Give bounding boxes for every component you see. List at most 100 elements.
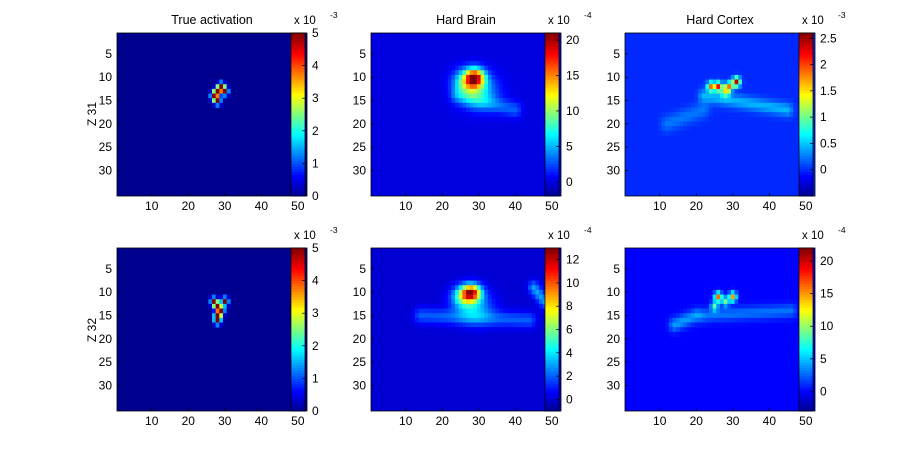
heatmap-cell bbox=[694, 93, 699, 99]
colorbar-segment bbox=[799, 291, 813, 295]
heatmap-cell bbox=[716, 303, 721, 309]
heatmap-cell bbox=[730, 79, 736, 85]
heatmap-cell bbox=[447, 285, 452, 291]
colorbar-segment bbox=[545, 119, 559, 124]
heatmap-cell bbox=[502, 84, 507, 90]
heatmap-cell bbox=[705, 308, 710, 314]
heatmap-cell bbox=[738, 308, 743, 314]
heatmap-cell bbox=[215, 294, 220, 300]
colorbar-segment bbox=[799, 305, 813, 309]
colorbar-segment bbox=[545, 141, 559, 145]
heatmap-cell bbox=[672, 121, 677, 127]
heatmap-cell bbox=[687, 308, 692, 314]
colorbar-segment bbox=[545, 152, 559, 156]
heatmap-cell bbox=[473, 60, 478, 66]
heatmap-cell bbox=[466, 275, 471, 281]
heatmap-cell bbox=[455, 299, 460, 305]
heatmap-cell bbox=[517, 303, 522, 309]
heatmap-cell bbox=[473, 107, 478, 113]
colorbar-tick-label: 0.5 bbox=[820, 136, 837, 150]
colorbar-exponent-power: -3 bbox=[330, 10, 338, 20]
heatmap-cell bbox=[484, 74, 489, 80]
row-label-z31: Z 31 bbox=[85, 102, 99, 126]
heatmap-cell bbox=[771, 98, 776, 104]
heatmap-cell bbox=[506, 317, 511, 323]
heatmap-cell bbox=[520, 107, 525, 113]
colorbar-segment bbox=[545, 46, 559, 50]
heatmap-cell bbox=[535, 317, 540, 323]
heatmap-cell bbox=[506, 74, 511, 80]
heatmap-cell bbox=[712, 294, 717, 300]
heatmap-cell bbox=[539, 289, 544, 295]
heatmap-cell bbox=[720, 88, 725, 94]
heatmap-cell bbox=[495, 331, 500, 337]
heatmap-cell bbox=[502, 289, 507, 295]
heatmap-cell bbox=[528, 308, 533, 314]
colorbar-segment bbox=[291, 364, 305, 368]
heatmap-cell bbox=[513, 107, 518, 113]
heatmap-cell bbox=[778, 112, 783, 118]
colorbar-segment bbox=[799, 141, 813, 145]
heatmap-cell bbox=[433, 299, 438, 305]
heatmap-cell bbox=[701, 84, 706, 90]
colorbar-segment bbox=[799, 166, 813, 170]
heatmap-cell bbox=[484, 60, 489, 66]
heatmap-cell bbox=[767, 107, 772, 113]
heatmap-cell bbox=[455, 74, 460, 80]
colorbar-tick-label: 3 bbox=[312, 306, 319, 320]
colorbar-tick-label: 5 bbox=[312, 26, 319, 40]
colorbar-segment bbox=[291, 370, 305, 374]
heatmap-cell bbox=[473, 84, 478, 90]
heatmap-cell bbox=[222, 88, 228, 94]
x-tick-label: 40 bbox=[763, 414, 777, 428]
heatmap-cell bbox=[676, 126, 681, 132]
heatmap-cell bbox=[414, 317, 419, 323]
heatmap-cell bbox=[440, 289, 445, 295]
axes-frame bbox=[116, 247, 308, 412]
heatmap-cell bbox=[701, 303, 706, 309]
heatmap-cell bbox=[705, 93, 710, 99]
colorbar-segment bbox=[799, 299, 813, 303]
heatmap-cell bbox=[716, 84, 721, 90]
colorbar-segment bbox=[291, 351, 305, 355]
heatmap-cell bbox=[476, 308, 482, 314]
y-tick-label: 25 bbox=[99, 355, 113, 369]
heatmap-cell bbox=[709, 317, 714, 323]
heatmap-cell bbox=[466, 327, 471, 333]
heatmap-cell bbox=[701, 98, 706, 104]
colorbar-segment bbox=[291, 174, 305, 178]
colorbar-segment bbox=[545, 133, 559, 137]
heatmap-cell bbox=[738, 70, 743, 76]
heatmap-cell bbox=[690, 107, 695, 113]
heatmap-cell bbox=[491, 93, 496, 99]
heatmap-cell bbox=[506, 102, 511, 108]
heatmap-cell bbox=[506, 327, 511, 333]
colorbar-segment bbox=[291, 250, 305, 254]
colorbar-segment bbox=[291, 38, 305, 42]
colorbar-segment bbox=[291, 33, 305, 37]
heatmap-cell bbox=[498, 322, 503, 328]
heatmap-cell bbox=[785, 317, 790, 323]
colorbar-segment bbox=[799, 171, 813, 175]
colorbar-segment bbox=[291, 152, 305, 156]
heatmap-cell bbox=[528, 285, 533, 291]
x-tick-label: 30 bbox=[218, 199, 232, 213]
heatmap-cell bbox=[469, 121, 474, 127]
heatmap-cell bbox=[509, 107, 514, 113]
heatmap-cell bbox=[498, 299, 503, 305]
heatmap-cell bbox=[539, 322, 544, 328]
heatmap-cell bbox=[782, 308, 787, 314]
colorbar-segment bbox=[799, 400, 813, 404]
colorbar-segment bbox=[545, 280, 559, 284]
colorbar-segment bbox=[291, 353, 305, 358]
heatmap-cell bbox=[444, 327, 449, 333]
heatmap-cell bbox=[687, 327, 692, 333]
heatmap-cell bbox=[466, 289, 471, 295]
colorbar-segment bbox=[291, 375, 305, 379]
colorbar-segment bbox=[545, 54, 559, 58]
colorbar-segment bbox=[545, 114, 559, 118]
heatmap-cell bbox=[451, 112, 456, 118]
heatmap-cell bbox=[469, 93, 474, 99]
colorbar-tick-label: 3 bbox=[312, 91, 319, 105]
colorbar-tick-label: 8 bbox=[566, 299, 573, 313]
